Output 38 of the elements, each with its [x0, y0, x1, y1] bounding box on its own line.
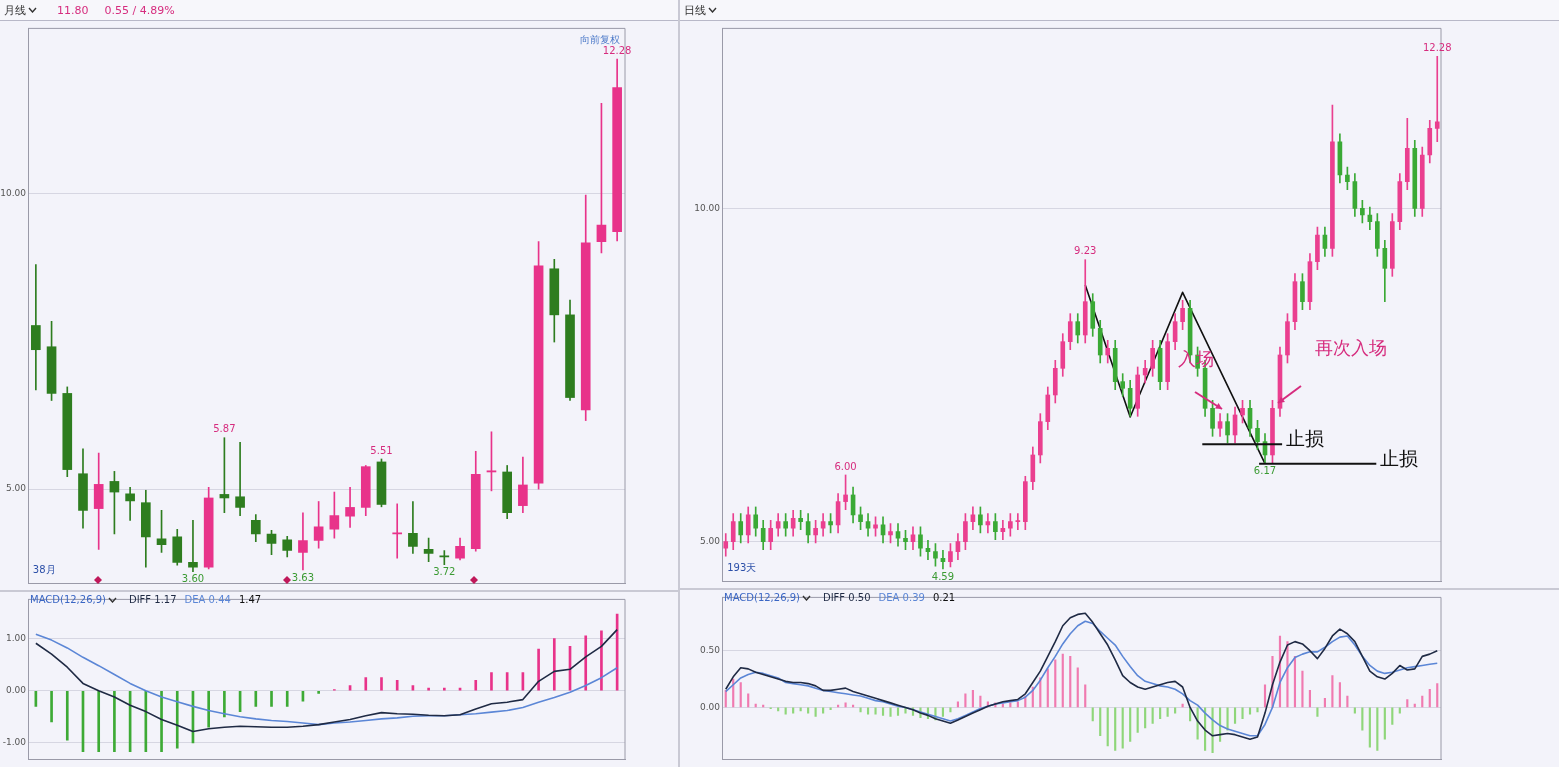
annotation: DEA 0.39	[878, 592, 925, 603]
y-tick-label: -1.00	[2, 737, 27, 748]
annotation: 193天	[727, 561, 757, 573]
text: 0.55 / 4.89%	[104, 3, 175, 17]
annotation: 再次入场	[1314, 336, 1387, 358]
annotation: 6.00	[834, 460, 857, 472]
y-tick-label: 0.00	[699, 701, 721, 712]
annotation: 12.28	[1422, 41, 1452, 53]
annotation: MACD(12,26,9)	[724, 592, 800, 603]
y-tick-label: 10.00	[694, 202, 721, 213]
y-tick-label: 5.00	[699, 535, 721, 546]
annotation: DIFF 1.17	[128, 594, 177, 605]
annotation: MACD(12,26,9)	[30, 594, 106, 605]
annotation: 1.47	[238, 594, 262, 605]
chart-title: 日线	[684, 2, 706, 18]
chart-title: 月线	[4, 2, 26, 18]
y-tick-label: 0.00	[5, 685, 27, 696]
annotation: 3.63	[291, 571, 315, 583]
annotation: 5.51	[370, 444, 393, 456]
annotation: 4.59	[931, 570, 955, 582]
annotation: 向前复权	[580, 33, 621, 45]
annotation: DEA 0.44	[184, 594, 231, 605]
text: 11.80	[57, 3, 89, 17]
y-tick-label: 1.00	[5, 632, 27, 643]
annotation: 6.17	[1253, 465, 1277, 477]
annotation: 9.23	[1074, 245, 1097, 257]
y-tick-label: 0.50	[699, 645, 721, 656]
y-tick-label: 10.00	[0, 188, 27, 199]
annotation: DIFF 0.50	[822, 592, 871, 603]
ref-line-label: 止损	[1380, 446, 1419, 469]
annotation: 38月	[32, 563, 56, 575]
annotation: 3.60	[181, 573, 205, 585]
annotation: 3.72	[433, 566, 456, 578]
annotation: 0.21	[932, 592, 956, 603]
annotation: 5.87	[213, 423, 236, 435]
annotation: 12.28	[602, 44, 632, 56]
y-tick-label: 5.00	[5, 483, 27, 494]
ref-line-label: 止损	[1286, 427, 1325, 450]
